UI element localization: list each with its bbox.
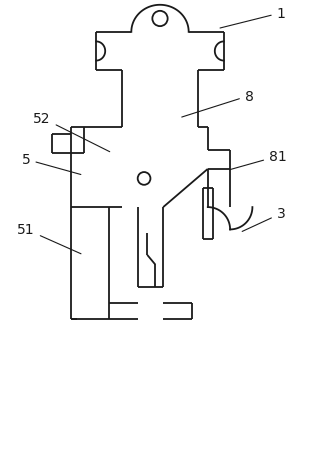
Text: 3: 3 xyxy=(242,207,285,232)
Text: 52: 52 xyxy=(33,112,110,152)
Text: 51: 51 xyxy=(17,223,81,254)
Text: 81: 81 xyxy=(229,150,287,170)
Text: 5: 5 xyxy=(22,153,81,175)
Text: 8: 8 xyxy=(182,89,254,118)
Text: 1: 1 xyxy=(220,7,285,29)
